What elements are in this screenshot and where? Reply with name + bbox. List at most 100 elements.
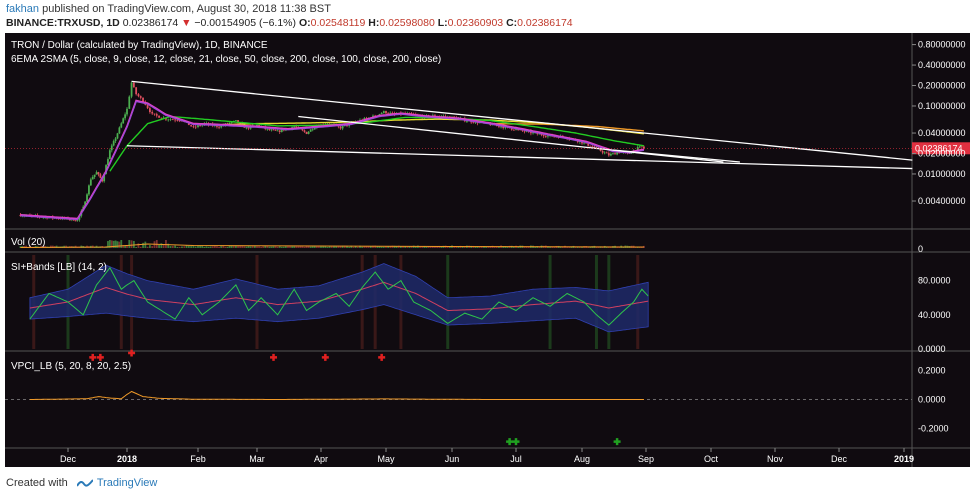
volume-bar [335,246,338,248]
candle-body [126,108,128,115]
candle-body [391,112,394,114]
volume-bar [385,246,387,248]
candle-body [530,131,532,134]
volume-bar [264,245,267,248]
candle-body [155,114,158,116]
candle-body [149,108,151,113]
candle-body [190,125,193,127]
candle-body [307,131,310,134]
volume-bar [142,242,144,248]
volume-bar [322,246,325,248]
candle-body [142,97,144,102]
volume-bar [354,246,357,248]
volume-bar [258,246,260,248]
volume-bar [448,246,451,248]
candle-body [638,146,641,148]
time-tick-label: Apr [314,454,328,464]
volume-bar [146,246,149,248]
price-tick-label: 0.40000000 [918,60,966,70]
volume-bar [243,246,246,248]
volume-bar [356,246,359,248]
tradingview-link[interactable]: TradingView [96,477,158,489]
sell-marker-icon [128,349,136,357]
vpci-line [29,390,644,400]
volume-bar [326,246,329,248]
candle-body [128,96,131,109]
volume-bar [378,246,381,248]
volume-bar [551,246,554,248]
chart-svg[interactable]: 0.02386174 0.80000000 0.40000000 0.2000000… [5,33,970,467]
author-link[interactable]: fakhan [6,3,40,15]
down-arrow-icon: ▼ [181,17,192,29]
candle-body [523,130,526,132]
candle-body [585,142,588,144]
volume-bar [328,246,331,248]
symbol[interactable]: BINANCE:TRXUSD, 1D [6,17,120,29]
volume-bar [311,246,314,248]
volume-bar [382,246,385,248]
last-price-tag [912,142,970,155]
volume-bar [578,246,581,248]
volume-bar [216,246,218,248]
volume-bar [406,246,409,248]
candle-body [272,129,275,131]
volume-bar [549,246,551,248]
price-pane[interactable]: 0.02386174 [5,80,970,222]
volume-bar [523,246,526,248]
volume-bar [348,246,351,248]
vpci-tick-label: 0.0000 [918,395,946,405]
candle-body [107,159,109,166]
volume-bar [489,246,492,248]
tradingview-logo-icon [76,478,93,487]
volume-bar [160,243,163,248]
candle-body [146,104,149,109]
candle-body [220,125,223,128]
volume-bar [222,245,225,248]
volume-bar [197,245,199,248]
trendline [126,145,913,170]
volume-bar [605,246,608,248]
candle-body [515,129,517,131]
volume-bar [474,246,477,248]
candle-body [89,179,92,186]
sma50-line [109,115,645,172]
candle-body [542,135,545,137]
chart-area[interactable]: 0.02386174 0.80000000 0.40000000 0.2000000… [5,33,970,467]
volume-bar [566,246,568,248]
price-change: −0.00154905 (−6.1%) [194,17,297,29]
volume-bar [476,246,479,248]
vpci-pane[interactable] [5,349,912,446]
volume-bar [436,246,438,248]
volume-bar [307,245,310,248]
volume-bar [183,246,186,248]
volume-bar [285,246,287,248]
buy-marker-icon [613,438,621,446]
candle-body [636,147,639,151]
time-tick-label: Dec [60,454,77,464]
candle-body [313,127,316,130]
time-tick-label: May [377,454,395,464]
volume-bar [169,246,172,248]
candle-body [95,172,98,175]
high-value: 0.02598080 [379,17,435,29]
volume-pane[interactable] [19,240,645,248]
candle-body [268,128,271,130]
volume-bar [137,243,140,248]
volume-bar [185,245,188,248]
volume-bar [211,246,214,248]
volume-bar [324,246,327,248]
si-bands-pane[interactable] [29,255,649,349]
volume-bar [517,246,520,248]
volume-bar [268,246,271,248]
volume-bar [116,241,119,248]
volume-bar [299,245,302,248]
last-price: 0.02386174 [122,17,179,29]
candle-body [178,120,181,122]
volume-bar [493,246,496,248]
volume-bar [239,245,242,248]
volume-bar [309,246,312,248]
volume-bar [201,245,204,248]
candle-body [605,152,608,154]
candle-body [280,129,283,132]
volume-bar [192,245,195,248]
